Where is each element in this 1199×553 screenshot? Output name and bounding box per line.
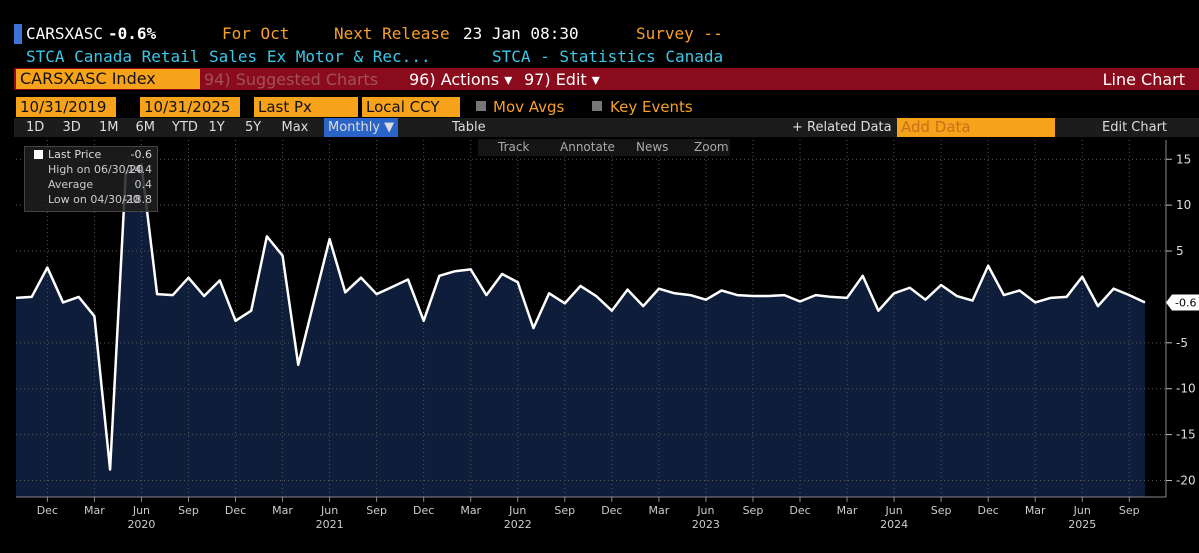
- year-label: 2025: [1068, 518, 1096, 531]
- y-tick-label: -10: [1176, 382, 1196, 396]
- legend-value: 14.4: [127, 163, 153, 176]
- source: STCA - Statistics Canada: [492, 47, 724, 66]
- x-tick-label: Jun: [320, 504, 338, 517]
- field[interactable]: Last Px: [254, 97, 358, 117]
- range-button[interactable]: 5Y: [245, 120, 262, 135]
- x-tick-label: Mar: [1025, 504, 1046, 517]
- option[interactable]: Key Events: [610, 98, 693, 116]
- range-button[interactable]: 3D: [62, 120, 81, 135]
- toolbar: [14, 68, 1199, 90]
- x-tick-label: Dec: [789, 504, 810, 517]
- x-tick-label: Mar: [648, 504, 669, 517]
- y-tick-label: 10: [1176, 198, 1191, 212]
- x-tick-label: Dec: [37, 504, 58, 517]
- x-tick-label: Mar: [272, 504, 293, 517]
- release-label: Next Release: [334, 24, 450, 43]
- x-tick-label: Jun: [508, 504, 526, 517]
- tool[interactable]: Track: [498, 140, 530, 154]
- area: [16, 164, 1145, 497]
- marker: [14, 24, 22, 44]
- ticker: CARSXASC: [26, 24, 104, 43]
- option[interactable]: Mov Avgs: [493, 98, 565, 116]
- legend-value: -0.6: [130, 148, 152, 161]
- range-button[interactable]: 1D: [26, 120, 45, 135]
- x-tick-label: Dec: [978, 504, 999, 517]
- change: -0.6%: [108, 24, 157, 43]
- x-tick-label: Dec: [413, 504, 434, 517]
- x-tick-label: Jun: [696, 504, 714, 517]
- x-tick-label: Mar: [460, 504, 481, 517]
- legend-label: High on 06/30/20: [48, 163, 144, 176]
- legend-value: 0.4: [134, 178, 153, 191]
- year-label: 2023: [692, 518, 720, 531]
- add-data[interactable]: Add Data: [897, 118, 1055, 137]
- currency[interactable]: Local CCY: [362, 97, 460, 117]
- tool[interactable]: News: [636, 140, 669, 154]
- range-button[interactable]: 1Y: [208, 120, 225, 135]
- period: For Oct: [222, 24, 290, 43]
- x-tick-label: Mar: [837, 504, 858, 517]
- chart-type[interactable]: Line Chart: [1102, 70, 1185, 89]
- menu[interactable]: 96) Actions ▾: [409, 70, 513, 89]
- last-label: -0.6: [1175, 296, 1196, 309]
- description: STCA Canada Retail Sales Ex Motor & Rec.…: [26, 47, 431, 66]
- menu[interactable]: 94) Suggested Charts: [204, 70, 379, 89]
- x-tick-label: Dec: [225, 504, 246, 517]
- y-tick-label: -20: [1176, 473, 1196, 487]
- legend-label: Last Price: [48, 148, 102, 161]
- legend: [24, 146, 158, 212]
- x-tick-label: Sep: [931, 504, 952, 517]
- menu[interactable]: 97) Edit ▾: [524, 70, 600, 89]
- x-tick-label: Jun: [884, 504, 902, 517]
- x-tick-label: Sep: [1119, 504, 1140, 517]
- range-button[interactable]: Max: [281, 120, 309, 135]
- legend-label: Average: [48, 178, 94, 191]
- checkbox[interactable]: [476, 101, 486, 111]
- x-tick-label: Jun: [132, 504, 150, 517]
- x-tick-label: Sep: [743, 504, 764, 517]
- range-button[interactable]: 6M: [135, 120, 156, 135]
- x-tick-label: Sep: [554, 504, 575, 517]
- checkbox[interactable]: [592, 101, 602, 111]
- release: 23 Jan 08:30: [463, 24, 579, 43]
- x-tick-label: Dec: [601, 504, 622, 517]
- y-tick-label: -15: [1176, 428, 1196, 442]
- year-label: 2020: [127, 518, 155, 531]
- y-tick-label: -5: [1176, 336, 1188, 350]
- range-button[interactable]: YTD: [172, 120, 198, 135]
- edit-chart[interactable]: Edit Chart: [1102, 120, 1168, 135]
- year-label: 2021: [316, 518, 344, 531]
- legend-value: -18.8: [123, 193, 152, 206]
- tool[interactable]: Zoom: [694, 140, 729, 154]
- range-button[interactable]: 1M: [99, 120, 119, 135]
- x-tick-label: Mar: [84, 504, 105, 517]
- x-tick-label: Sep: [366, 504, 387, 517]
- y-tick-label: 15: [1176, 152, 1191, 166]
- x-tick-label: Jun: [1073, 504, 1091, 517]
- chart-tools: [478, 139, 730, 156]
- tool[interactable]: Annotate: [560, 140, 615, 154]
- year-label: 2022: [504, 518, 532, 531]
- frequency[interactable]: Monthly ▼: [324, 118, 399, 137]
- legend-swatch: [34, 150, 43, 159]
- survey: Survey --: [636, 24, 723, 43]
- y-tick-label: 5: [1176, 244, 1184, 258]
- view[interactable]: Table: [452, 120, 486, 135]
- x-tick-label: Sep: [178, 504, 199, 517]
- year-label: 2024: [880, 518, 908, 531]
- legend-label: Low on 04/30/20: [48, 193, 140, 206]
- related[interactable]: + Related Data: [792, 120, 892, 135]
- last-tag: [1166, 294, 1199, 311]
- end-date[interactable]: 10/31/2025: [140, 97, 240, 117]
- line: [15, 163, 1146, 471]
- security[interactable]: CARSXASC Index: [16, 69, 200, 89]
- start-date[interactable]: 10/31/2019: [16, 97, 116, 117]
